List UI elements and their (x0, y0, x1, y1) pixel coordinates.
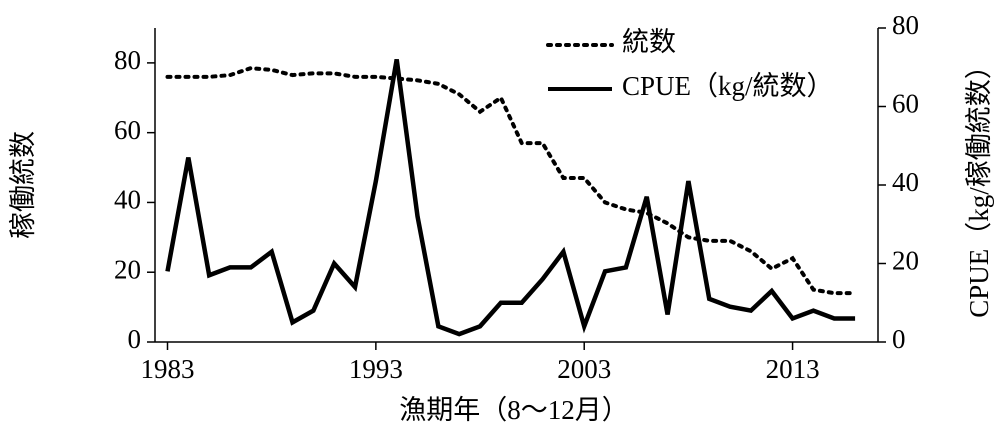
y-tick-label: 80 (114, 45, 141, 75)
legend-label: CPUE（kg/統数） (622, 71, 834, 101)
y-tick-label: 0 (128, 324, 142, 354)
y2-tick-label: 20 (892, 246, 919, 276)
y2-tick-label: 0 (892, 324, 906, 354)
x-tick-label: 1983 (141, 354, 195, 384)
y-axis-label: 稼働統数 (8, 131, 38, 239)
y2-tick-label: 60 (892, 89, 919, 119)
y2-tick-label: 40 (892, 167, 919, 197)
x-axis-label: 漁期年（8〜12月） (399, 395, 629, 425)
y-tick-label: 20 (114, 254, 141, 284)
y2-axis-label: CPUE（kg/稼働統数） (964, 52, 994, 318)
x-tick-label: 2013 (766, 354, 820, 384)
y-tick-label: 40 (114, 185, 141, 215)
x-tick-label: 1993 (349, 354, 403, 384)
x-tick-label: 2003 (557, 354, 611, 384)
y2-tick-label: 80 (892, 10, 919, 40)
y-tick-label: 60 (114, 115, 141, 145)
legend-label: 統数 (622, 27, 676, 57)
series-line (165, 66, 858, 296)
series-line (165, 59, 856, 337)
